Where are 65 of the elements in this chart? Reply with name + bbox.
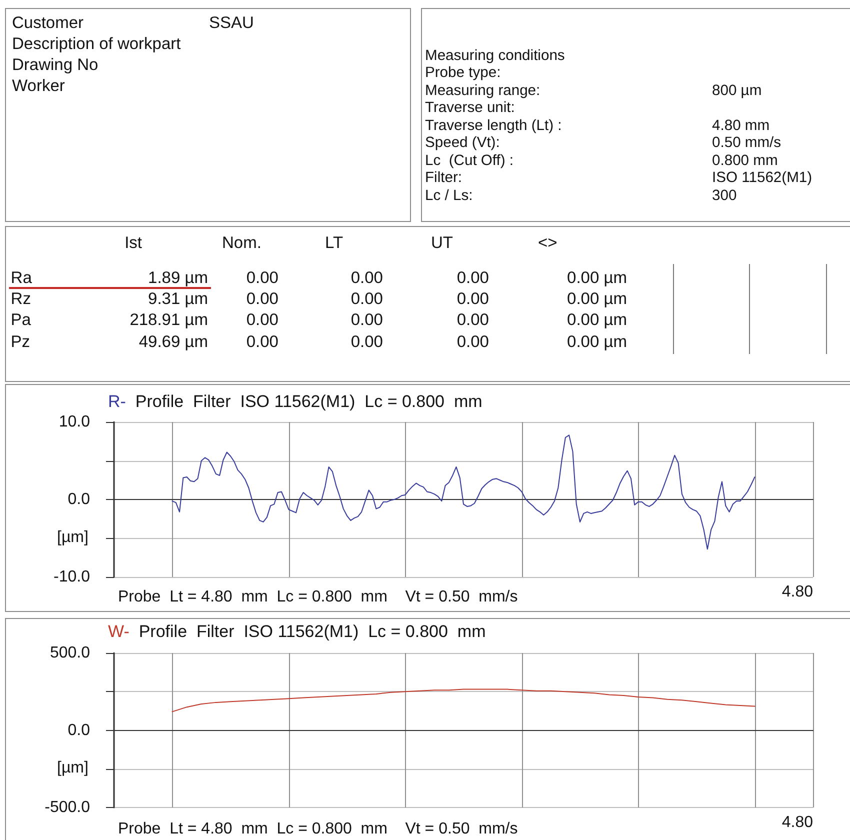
text: 4.80 xyxy=(782,814,814,831)
text: 0.00 µm xyxy=(567,268,627,287)
x-axis-title: Probe Lt = 4.80 mm Lc = 0.800 mm Vt = 0.50 mm/s xyxy=(118,820,518,838)
y-axis-title: [µm] xyxy=(57,759,88,776)
text: 0.00 xyxy=(456,332,489,351)
text: 300 xyxy=(712,188,737,204)
y-tick-label: -10.0 xyxy=(54,568,90,586)
text: 0.00 xyxy=(456,268,489,287)
category-label: Pa xyxy=(10,311,31,330)
text: Speed (Vt): xyxy=(425,135,500,152)
text: 0.00 xyxy=(350,332,383,351)
category-label: Rz xyxy=(10,290,31,308)
category-label: Ist xyxy=(124,234,142,254)
y-tick-label: 0.0 xyxy=(68,722,90,739)
text: Lc (Cut Off) : xyxy=(425,152,514,170)
category-label: Customer xyxy=(12,14,84,34)
text: Traverse unit: xyxy=(425,100,515,118)
text: 0.00 µm xyxy=(567,290,627,308)
text: Probe type: xyxy=(425,65,501,82)
text: 0.00 xyxy=(456,311,489,330)
text: SSAU xyxy=(209,14,254,32)
text: 0.00 xyxy=(246,290,278,308)
text: 4.80 xyxy=(782,584,814,600)
text: 0.00 xyxy=(246,268,278,287)
y-tick-label: -500.0 xyxy=(44,799,90,816)
category-label: Description of workpart xyxy=(12,35,181,54)
text: 800 µm xyxy=(712,82,762,99)
text: ISO 11562(M1) xyxy=(712,170,812,186)
category-label: Worker xyxy=(12,77,65,96)
text: Measuring range: xyxy=(425,82,540,100)
category-label: Nom. xyxy=(222,234,262,254)
category-label: Drawing No xyxy=(12,56,98,76)
text: 4.80 mm xyxy=(712,118,770,134)
text: 0.00 xyxy=(350,268,383,287)
text: Filter: xyxy=(425,170,462,188)
text: 218.91 µm xyxy=(130,311,208,330)
category-label: <> xyxy=(538,234,558,254)
text: 0.800 mm xyxy=(712,152,778,169)
x-axis-title: Probe Lt = 4.80 mm Lc = 0.800 mm Vt = 0.50 mm/s xyxy=(118,588,518,606)
category-label: Ra xyxy=(10,268,32,287)
y-tick-label: 0.0 xyxy=(68,491,90,508)
category-label: UT xyxy=(431,234,453,254)
text: 49.69 µm xyxy=(138,332,208,351)
category-label: Pz xyxy=(10,332,30,351)
text: 1.89 µm xyxy=(148,268,208,287)
text: Lc / Ls: xyxy=(425,188,473,205)
text: 0.00 xyxy=(246,311,278,330)
chart-title: W- Profile Filter ISO 11562(M1) Lc = 0.800 mm xyxy=(108,622,486,641)
line-series xyxy=(172,688,756,712)
text: 0.50 mm/s xyxy=(712,135,782,152)
text: 0.00 µm xyxy=(567,311,627,330)
text: Traverse length (Lt) : xyxy=(425,118,562,135)
category-label: LT xyxy=(325,234,344,254)
text: 0.00 xyxy=(350,311,383,330)
text: 0.00 xyxy=(456,290,489,308)
text: 0.00 µm xyxy=(567,332,627,351)
chart-title: R- Profile Filter ISO 11562(M1) Lc = 0.800 mm xyxy=(108,392,482,411)
text: 0.00 xyxy=(246,332,278,351)
text: 0.00 xyxy=(350,290,383,308)
text: Measuring conditions xyxy=(425,48,565,65)
text: 9.31 µm xyxy=(148,290,208,308)
y-tick-label: 500.0 xyxy=(50,644,90,662)
y-axis-title: [µm] xyxy=(57,528,88,546)
line-series xyxy=(172,434,756,550)
y-tick-label: 10.0 xyxy=(58,414,90,430)
